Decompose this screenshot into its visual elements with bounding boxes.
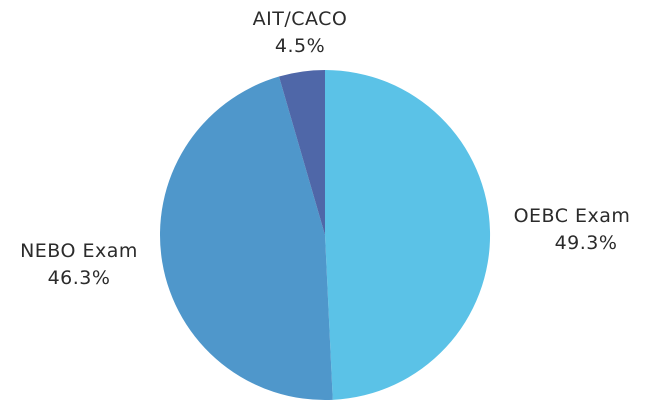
pie-slices: [159, 69, 491, 401]
label-oebc-exam-name: OEBC Exam: [514, 205, 631, 227]
label-oebc-exam-value: 49.3%: [555, 232, 618, 254]
label-nebo-exam-value: 46.3%: [48, 267, 111, 289]
label-ait-caco-value: 4.5%: [275, 35, 325, 57]
pie-slice-oebc-exam: [325, 69, 491, 400]
label-ait-caco-name: AIT/CACO: [253, 8, 348, 30]
label-nebo-exam-name: NEBO Exam: [20, 240, 138, 262]
pie-slice-nebo-exam: [159, 76, 333, 401]
pie-slice-ait-caco: [279, 70, 325, 235]
